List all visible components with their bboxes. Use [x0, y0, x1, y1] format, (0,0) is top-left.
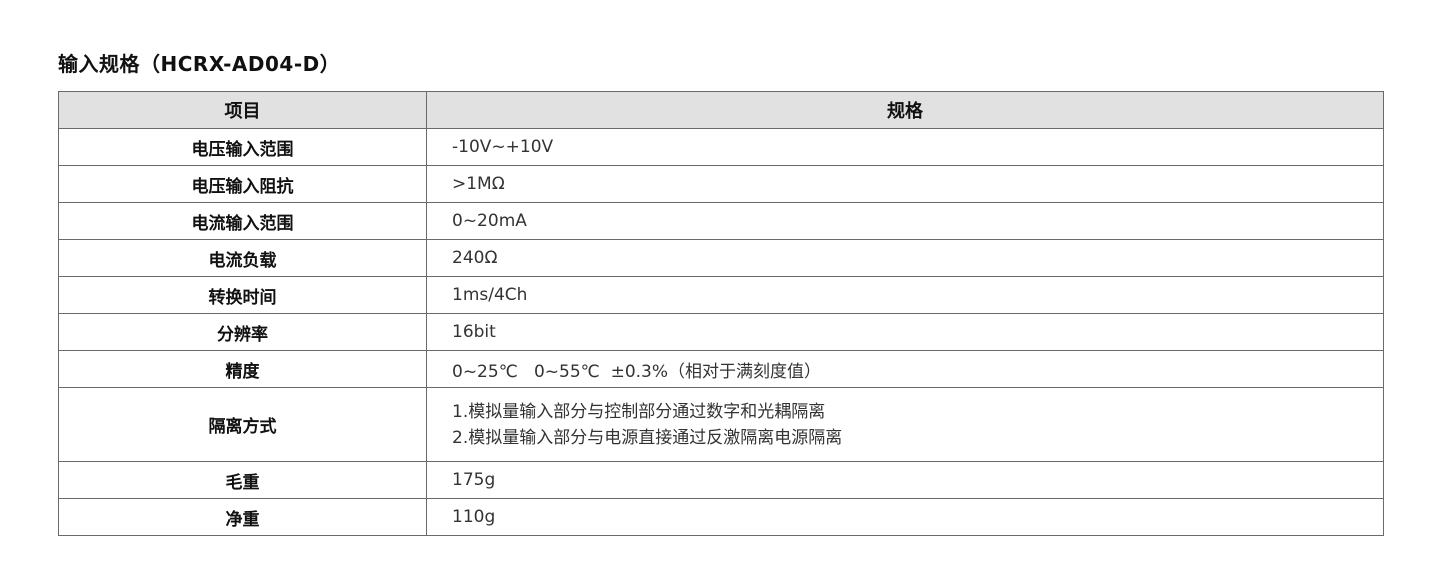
row-spec: -10V~+10V: [426, 128, 1384, 166]
row-spec: 0~25℃ 0~55℃ ±0.3%（相对于满刻度值）: [426, 350, 1384, 388]
row-spec: 1.模拟量输入部分与控制部分通过数字和光耦隔离 2.模拟量输入部分与电源直接通过反…: [426, 387, 1384, 462]
table-row: 隔离方式 1.模拟量输入部分与控制部分通过数字和光耦隔离 2.模拟量输入部分与电源直…: [58, 387, 1384, 462]
row-item: 隔离方式: [58, 387, 427, 462]
header-item: 项目: [58, 91, 427, 129]
row-item: 分辨率: [58, 313, 427, 351]
spec-line: 110g: [452, 507, 496, 527]
spec-line: 175g: [452, 470, 496, 490]
spec-line: 240Ω: [452, 248, 498, 268]
table-row: 转换时间 1ms/4Ch: [58, 276, 1384, 314]
spec-line: >1MΩ: [452, 174, 505, 194]
spec-line: 0~20mA: [452, 211, 527, 231]
spec-line: 2.模拟量输入部分与电源直接通过反激隔离电源隔离: [452, 427, 843, 448]
row-item: 电压输入范围: [58, 128, 427, 166]
row-item: 转换时间: [58, 276, 427, 314]
row-spec: 110g: [426, 498, 1384, 536]
page-title: 输入规格（HCRX-AD04-D）: [58, 52, 341, 76]
spec-line: 1.模拟量输入部分与控制部分通过数字和光耦隔离: [452, 401, 826, 422]
row-item: 毛重: [58, 461, 427, 499]
row-item: 电流输入范围: [58, 202, 427, 240]
table-row: 毛重 175g: [58, 461, 1384, 499]
table-row: 分辨率 16bit: [58, 313, 1384, 351]
row-item: 净重: [58, 498, 427, 536]
row-item: 电压输入阻抗: [58, 165, 427, 203]
row-item: 精度: [58, 350, 427, 388]
table-row: 电流负载 240Ω: [58, 239, 1384, 277]
row-spec: 0~20mA: [426, 202, 1384, 240]
row-item: 电流负载: [58, 239, 427, 277]
row-spec: 1ms/4Ch: [426, 276, 1384, 314]
spec-line: 0~25℃ 0~55℃ ±0.3%（相对于满刻度值）: [452, 361, 822, 382]
spec-line: -10V~+10V: [452, 137, 554, 157]
table-row: 电压输入阻抗 >1MΩ: [58, 165, 1384, 203]
input-spec-table: 项目 规格 电压输入范围 -10V~+10V 电压输入阻抗 >1MΩ 电流输入范围 0~2…: [58, 91, 1384, 536]
table-row: 净重 110g: [58, 498, 1384, 536]
spec-line: 1ms/4Ch: [452, 285, 528, 305]
table-header-row: 项目 规格: [58, 91, 1384, 129]
table-row: 电压输入范围 -10V~+10V: [58, 128, 1384, 166]
table-row: 电流输入范围 0~20mA: [58, 202, 1384, 240]
row-spec: 175g: [426, 461, 1384, 499]
spec-line: 16bit: [452, 322, 496, 342]
row-spec: >1MΩ: [426, 165, 1384, 203]
row-spec: 240Ω: [426, 239, 1384, 277]
row-spec: 16bit: [426, 313, 1384, 351]
header-spec: 规格: [426, 91, 1384, 129]
table-row: 精度 0~25℃ 0~55℃ ±0.3%（相对于满刻度值）: [58, 350, 1384, 388]
